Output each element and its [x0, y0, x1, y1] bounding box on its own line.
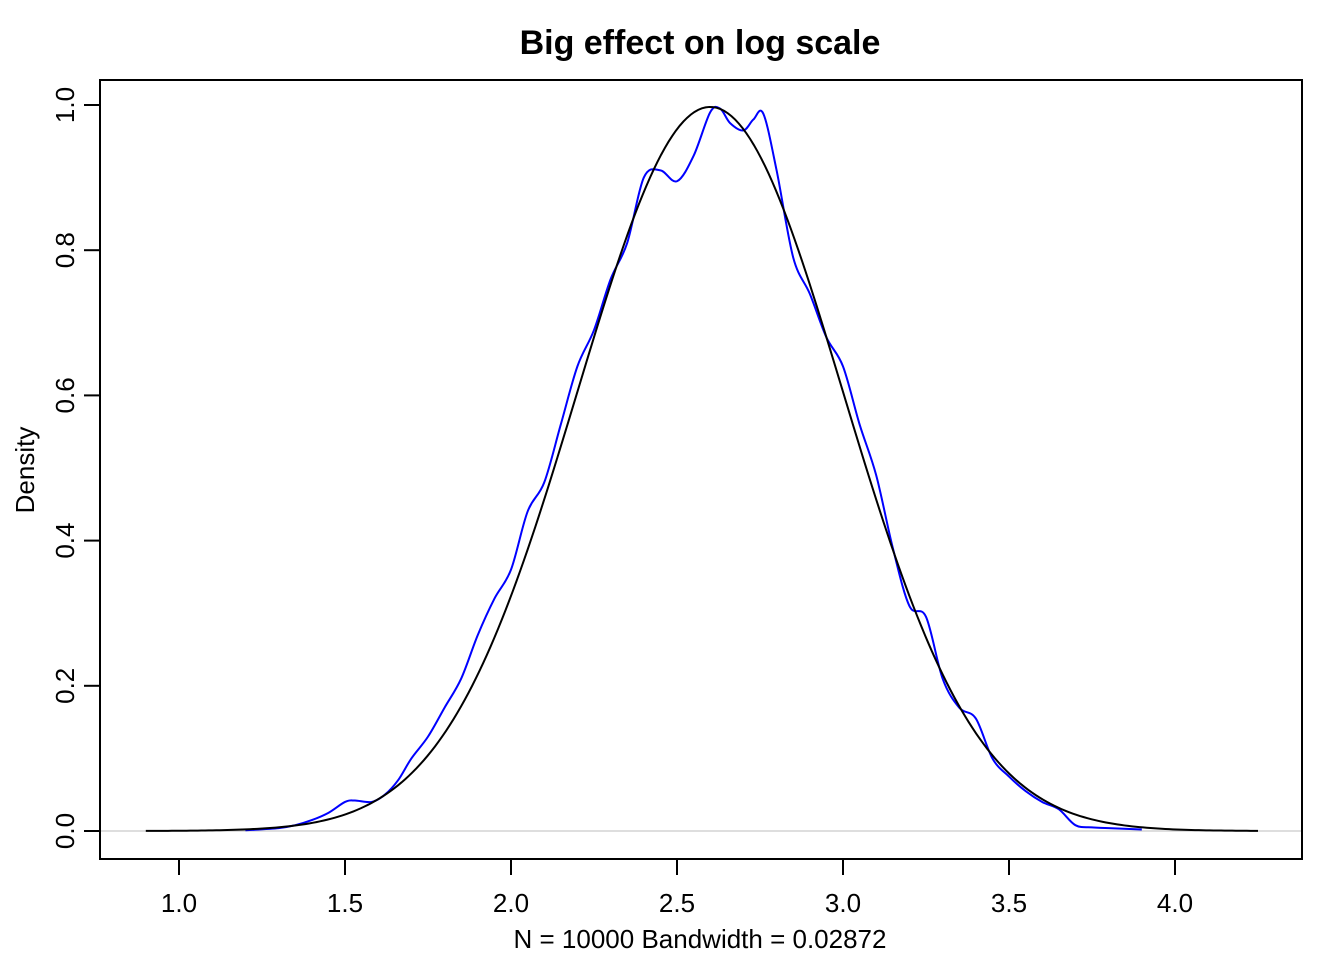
y-axis: 0.0 0.2 0.4 0.6 0.8 1.0: [50, 87, 101, 849]
x-tick-label: 2.0: [493, 888, 529, 918]
x-tick-label: 3.5: [991, 888, 1027, 918]
x-axis: 1.0 1.5 2.0 2.5 3.0 3.5 4.0: [161, 858, 1193, 918]
x-tick-label: 1.0: [161, 888, 197, 918]
x-tick-label: 1.5: [327, 888, 363, 918]
y-tick-label: 0.4: [50, 523, 80, 559]
y-tick-label: 0.6: [50, 377, 80, 413]
y-tick-label: 0.0: [50, 813, 80, 849]
y-tick-label: 0.8: [50, 232, 80, 268]
x-tick-label: 3.0: [825, 888, 861, 918]
series-layer: [145, 105, 1259, 832]
kernel-density-line: [245, 105, 1142, 832]
y-tick-label: 1.0: [50, 87, 80, 123]
x-axis-label: N = 10000 Bandwidth = 0.02872: [514, 924, 887, 954]
x-tick-label: 4.0: [1157, 888, 1193, 918]
plot-frame: [99, 79, 1303, 860]
normal-density-line: [145, 105, 1259, 832]
y-axis-label: Density: [10, 427, 40, 514]
x-tick-label: 2.5: [659, 888, 695, 918]
chart-title: Big effect on log scale: [520, 24, 881, 62]
y-tick-label: 0.2: [50, 668, 80, 704]
